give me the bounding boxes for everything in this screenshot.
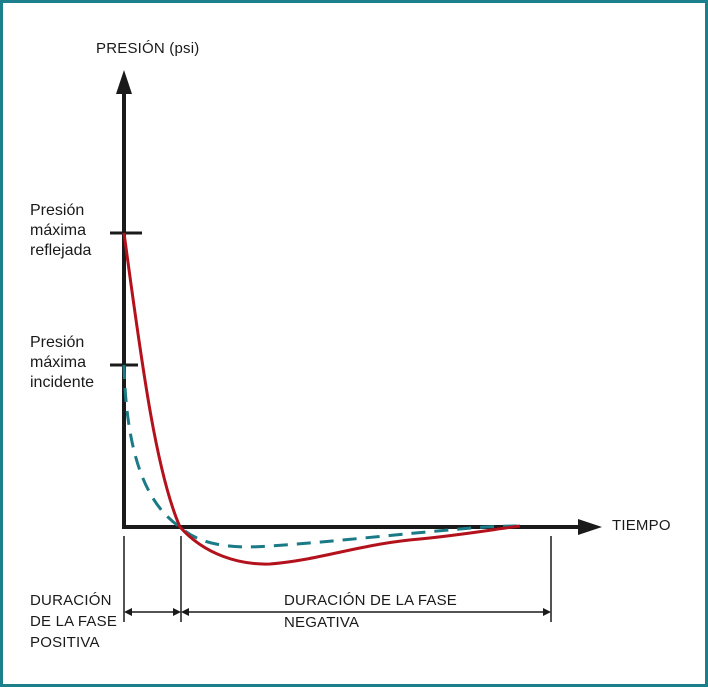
reflected-peak-label-line3: reflejada [30,242,92,259]
incident-pressure-curve [122,364,521,549]
positive-phase-arrowhead-left [124,608,132,616]
reflected-peak-label-line2: máxima [30,222,87,239]
positive-phase-label-line1: DURACIÓN [30,592,112,609]
x-axis-arrow [578,519,602,535]
reflected-peak-label-line1: Presión [30,202,85,219]
positive-phase-label-line3: POSITIVA [30,634,100,651]
negative-phase-arrowhead-right [543,608,551,616]
negative-phase-label-line2: NEGATIVA [284,614,360,631]
y-axis-label: PRESIÓN (psi) [96,40,200,57]
y-axis-arrow [116,70,132,94]
positive-phase-label-line2: DE LA FASE [30,613,118,630]
incident-peak-label-line3: incidente [30,374,95,391]
reflected-pressure-curve [122,232,521,566]
incident-peak-label-line1: Presión [30,334,85,351]
negative-phase-label-line1: DURACIÓN DE LA FASE [284,592,458,609]
x-axis-label: TIEMPO [612,517,671,534]
incident-peak-label-line2: máxima [30,354,87,371]
negative-phase-arrowhead-left [181,608,189,616]
positive-phase-arrowhead-right [173,608,181,616]
